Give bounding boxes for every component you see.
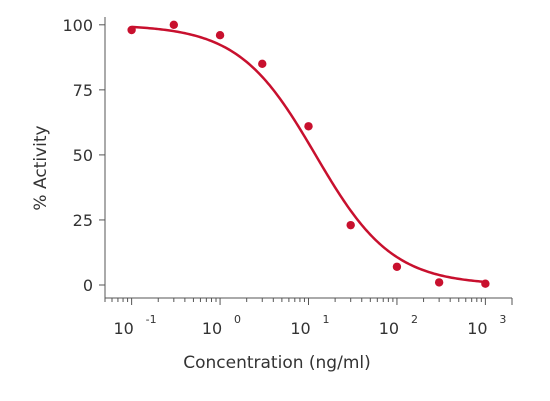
x-tick-exponent: 3	[499, 313, 506, 326]
y-axis-label: % Activity	[31, 125, 51, 210]
x-tick-exponent: 0	[234, 313, 241, 326]
axes	[104, 17, 512, 299]
x-tick-label: 10	[379, 319, 399, 338]
data-point	[304, 122, 313, 131]
data-point	[392, 262, 402, 271]
x-tick-exponent: 2	[411, 313, 418, 326]
x-tick-label: 10	[113, 319, 133, 338]
fit-curve	[131, 25, 486, 284]
y-tick-label: 75	[73, 81, 93, 100]
data-point	[169, 20, 179, 30]
data-point	[258, 59, 267, 69]
data-point	[127, 25, 136, 35]
y-axis-ticks: 0 25 50 75 100	[62, 16, 105, 295]
y-tick-label: 100	[62, 16, 93, 35]
data-point	[215, 31, 225, 40]
x-tick-label: 10	[202, 319, 222, 338]
x-axis-label: Concentration (ng/ml)	[183, 353, 371, 373]
data-point	[346, 220, 355, 230]
x-tick-label: 10	[290, 319, 310, 338]
data-point	[481, 279, 490, 288]
y-tick-label: 0	[83, 276, 93, 295]
data-points	[127, 20, 490, 288]
y-tick-label: 25	[73, 211, 93, 230]
x-tick-exponent: -1	[146, 313, 157, 326]
y-tick-label: 50	[73, 146, 93, 165]
data-point	[434, 278, 444, 287]
x-tick-label: 10	[467, 319, 487, 338]
x-tick-exponent: 1	[323, 313, 330, 326]
x-axis-ticks: 10 -1 10 0 10 1 10 2 10 3	[104, 298, 513, 338]
